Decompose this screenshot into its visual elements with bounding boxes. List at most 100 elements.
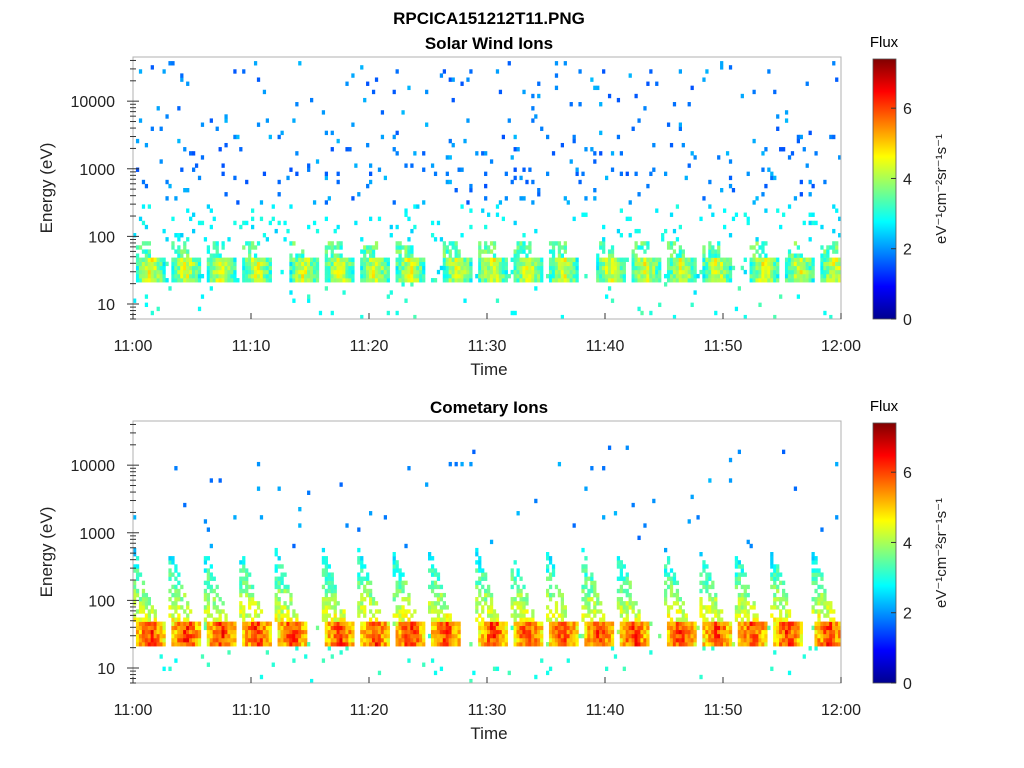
flux-cell	[374, 257, 379, 262]
flux-cell	[221, 625, 225, 631]
flux-cell	[519, 278, 523, 283]
flux-cell	[787, 633, 792, 639]
flux-cell	[498, 621, 503, 626]
flux-cell	[793, 629, 798, 635]
flux-cell	[808, 278, 812, 283]
flux-cell	[398, 572, 402, 577]
flux-cell	[699, 572, 703, 577]
flux-cell	[242, 560, 246, 565]
flux-cell	[725, 273, 730, 279]
flux-cell	[531, 625, 535, 631]
flux-cell	[192, 265, 196, 271]
flux-cell	[637, 637, 641, 643]
flux-cell	[327, 261, 331, 267]
flux-cell	[557, 633, 562, 639]
flux-cell	[448, 269, 452, 275]
flux-cell	[171, 617, 175, 622]
flux-cell	[702, 245, 706, 250]
flux-cell	[678, 609, 682, 614]
flux-cell	[708, 253, 712, 258]
flux-cell	[436, 601, 441, 606]
flux-cell	[442, 605, 446, 610]
flux-cell	[764, 637, 768, 643]
flux-cell	[752, 273, 756, 279]
flux-cell	[212, 261, 216, 267]
flux-cell	[625, 621, 629, 626]
flux-cell	[522, 633, 526, 639]
flux-cell	[725, 633, 730, 639]
flux-cell	[404, 253, 408, 258]
flux-cell	[419, 273, 423, 279]
flux-cell	[162, 637, 166, 643]
flux-cell	[251, 208, 255, 213]
flux-cell	[377, 629, 382, 635]
flux-cell	[602, 261, 606, 267]
flux-cell	[669, 278, 674, 283]
flux-cell	[330, 605, 334, 610]
flux-cell	[776, 629, 780, 635]
colorbar-title: Flux	[870, 398, 899, 415]
x-tick-label: 11:10	[232, 338, 271, 355]
flux-cell	[295, 646, 299, 651]
flux-cell	[740, 601, 744, 606]
flux-cell	[189, 629, 193, 635]
flux-cell	[242, 642, 246, 647]
flux-cell	[410, 245, 414, 250]
flux-cell	[793, 273, 798, 279]
flux-cell	[625, 588, 629, 594]
flux-cell	[230, 269, 234, 275]
flux-cell	[433, 642, 438, 647]
flux-cell	[646, 625, 650, 631]
flux-cell	[177, 572, 181, 577]
flux-cell	[761, 192, 765, 197]
flux-cell	[389, 290, 393, 295]
flux-cell	[366, 621, 370, 626]
flux-cell	[377, 633, 382, 639]
flux-cell	[699, 601, 703, 606]
flux-cell	[251, 637, 255, 643]
flux-cell	[404, 629, 408, 635]
flux-cell	[551, 592, 556, 598]
flux-cell	[194, 273, 199, 279]
flux-cell	[501, 629, 505, 635]
flux-cell	[634, 633, 638, 639]
flux-cell	[265, 633, 269, 639]
flux-cell	[209, 224, 213, 230]
flux-cell	[587, 625, 591, 631]
flux-cell	[451, 633, 455, 639]
flux-cell	[274, 576, 278, 581]
flux-cell	[392, 613, 396, 618]
flux-cell	[395, 642, 399, 647]
flux-cell	[144, 633, 149, 639]
flux-cell	[560, 617, 564, 622]
flux-cell	[268, 265, 272, 271]
flux-cell	[301, 633, 305, 639]
flux-cell	[256, 241, 261, 246]
flux-cell	[430, 637, 435, 643]
flux-cell	[764, 629, 768, 635]
flux-cell	[413, 314, 417, 320]
flux-cell	[531, 179, 535, 185]
flux-cell	[566, 633, 570, 639]
flux-cell	[404, 298, 408, 303]
flux-cell	[548, 621, 553, 626]
flux-cell	[776, 617, 780, 622]
flux-cell	[138, 257, 143, 262]
flux-cell	[478, 613, 482, 618]
flux-cell	[605, 261, 609, 267]
flux-cell	[513, 637, 517, 643]
flux-cell	[336, 617, 340, 622]
flux-cell	[233, 134, 237, 140]
flux-cell	[183, 188, 187, 193]
flux-cell	[386, 257, 390, 262]
flux-cell	[643, 621, 647, 626]
flux-cell	[554, 278, 559, 283]
flux-cell	[610, 167, 615, 172]
flux-cell	[333, 584, 337, 590]
flux-cell	[717, 253, 721, 258]
flux-cell	[386, 310, 390, 316]
flux-cell	[537, 269, 541, 275]
flux-cell	[141, 617, 146, 622]
flux-cell	[351, 265, 355, 271]
flux-cell	[212, 588, 216, 594]
